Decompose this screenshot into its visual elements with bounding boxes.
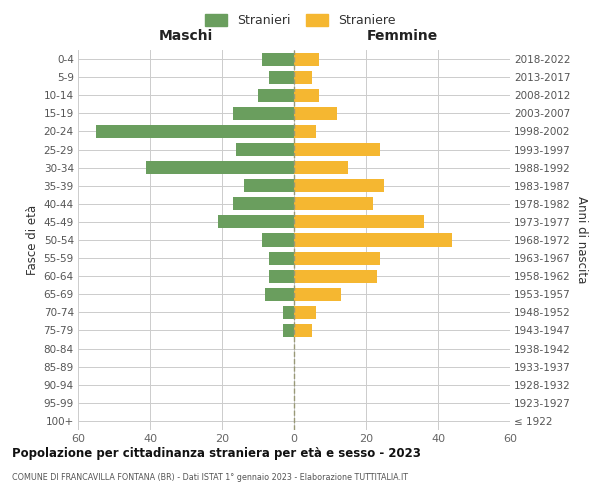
Bar (283, 306, 294, 319)
Bar (96, 125, 294, 138)
Bar (269, 252, 294, 264)
Text: Maschi: Maschi (159, 28, 213, 42)
Text: Popolazione per cittadinanza straniera per età e sesso - 2023: Popolazione per cittadinanza straniera p… (12, 448, 421, 460)
Bar (244, 179, 294, 192)
Bar (294, 161, 348, 174)
Bar (294, 306, 316, 319)
Text: COMUNE DI FRANCAVILLA FONTANA (BR) - Dati ISTAT 1° gennaio 2023 - Elaborazione T: COMUNE DI FRANCAVILLA FONTANA (BR) - Dat… (12, 472, 408, 482)
Bar (146, 161, 294, 174)
Bar (262, 52, 294, 66)
Bar (262, 234, 294, 246)
Bar (258, 88, 294, 102)
Bar (233, 198, 294, 210)
Bar (294, 270, 377, 282)
Bar (294, 324, 312, 337)
Bar (294, 88, 319, 102)
Legend: Stranieri, Straniere: Stranieri, Straniere (199, 8, 401, 32)
Bar (294, 143, 380, 156)
Bar (294, 52, 319, 66)
Text: Femmine: Femmine (367, 28, 437, 42)
Bar (294, 107, 337, 120)
Bar (294, 198, 373, 210)
Bar (294, 288, 341, 301)
Bar (294, 252, 380, 264)
Bar (294, 234, 452, 246)
Y-axis label: Anni di nascita: Anni di nascita (575, 196, 588, 284)
Bar (233, 107, 294, 120)
Bar (265, 288, 294, 301)
Bar (236, 143, 294, 156)
Bar (294, 216, 424, 228)
Bar (269, 270, 294, 282)
Bar (294, 70, 312, 84)
Y-axis label: Fasce di età: Fasce di età (26, 205, 40, 275)
Bar (283, 324, 294, 337)
Bar (294, 179, 384, 192)
Bar (218, 216, 294, 228)
Bar (294, 125, 316, 138)
Bar (269, 70, 294, 84)
